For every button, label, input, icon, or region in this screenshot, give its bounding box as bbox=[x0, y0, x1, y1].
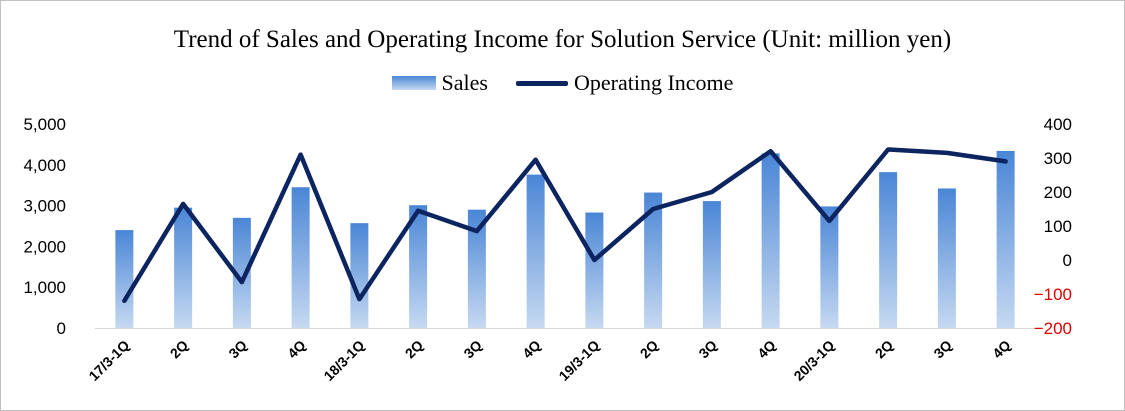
right-axis-ticks: −200 −100 0 100 200 300 400 bbox=[1034, 115, 1072, 338]
x-tick-label: 3Q bbox=[460, 337, 485, 362]
operating-income-line bbox=[122, 147, 1008, 304]
left-axis-ticks: 0 1,000 2,000 3,000 4,000 5,000 bbox=[23, 115, 66, 338]
x-tick-label: 4Q bbox=[989, 337, 1014, 362]
chart-title: Trend of Sales and Operating Income for … bbox=[173, 26, 952, 53]
left-tick-label: 3,000 bbox=[23, 197, 66, 216]
left-tick-label: 0 bbox=[57, 319, 66, 338]
right-tick-label: 100 bbox=[1044, 217, 1072, 236]
right-tick-label: 400 bbox=[1044, 115, 1072, 134]
sales-bar bbox=[702, 201, 721, 328]
x-tick-label: 4Q bbox=[754, 337, 779, 362]
legend-item-sales: Sales bbox=[391, 70, 488, 96]
x-tick-label: 2Q bbox=[637, 337, 662, 362]
x-tick-label: 18/3-1Q bbox=[320, 337, 367, 384]
legend-swatch-operating-income bbox=[516, 80, 568, 86]
right-tick-label: −100 bbox=[1034, 285, 1072, 304]
x-axis-ticks: 17/3-1Q 2Q 3Q 4Q 18/3-1Q 2Q 3Q 4Q 19/3-1Q 2Q 3Q 4Q 2… bbox=[85, 337, 1013, 384]
sales-bar bbox=[232, 217, 251, 328]
right-tick-label: 300 bbox=[1044, 149, 1072, 168]
x-tick-label: 2Q bbox=[872, 337, 897, 362]
legend-label-sales: Sales bbox=[441, 70, 488, 95]
sales-bar bbox=[820, 206, 839, 328]
x-tick-label: 17/3-1Q bbox=[85, 337, 132, 384]
x-tick-label: 3Q bbox=[930, 337, 955, 362]
sales-bar bbox=[761, 153, 780, 328]
legend: Sales Operating Income bbox=[0, 68, 1125, 98]
sales-bar bbox=[174, 207, 193, 328]
left-tick-label: 4,000 bbox=[23, 156, 66, 175]
x-tick-label: 3Q bbox=[225, 337, 250, 362]
sales-bar bbox=[467, 209, 486, 328]
sales-bar bbox=[115, 230, 134, 328]
x-tick-label: 19/3-1Q bbox=[555, 337, 602, 384]
left-tick-label: 2,000 bbox=[23, 237, 66, 256]
sales-bar bbox=[644, 192, 663, 328]
legend-item-operating-income: Operating Income bbox=[516, 70, 733, 96]
sales-bars bbox=[115, 150, 1015, 328]
sales-bar bbox=[937, 188, 956, 328]
x-tick-label: 4Q bbox=[519, 337, 544, 362]
x-tick-label: 2Q bbox=[167, 337, 192, 362]
legend-swatch-sales bbox=[391, 76, 436, 90]
right-tick-label: −200 bbox=[1034, 319, 1072, 338]
sales-bar bbox=[291, 187, 310, 328]
sales-bar bbox=[879, 172, 898, 328]
sales-bar bbox=[409, 205, 428, 328]
right-tick-label: 0 bbox=[1063, 251, 1072, 270]
sales-bar bbox=[996, 150, 1015, 328]
sales-bar bbox=[526, 174, 545, 328]
legend-label-operating-income: Operating Income bbox=[574, 70, 734, 95]
left-tick-label: 5,000 bbox=[23, 115, 66, 134]
x-tick-label: 3Q bbox=[695, 337, 720, 362]
sales-bar bbox=[350, 223, 369, 328]
x-tick-label: 20/3-1Q bbox=[790, 337, 837, 384]
sales-bar bbox=[585, 212, 604, 328]
left-tick-label: 1,000 bbox=[23, 278, 66, 297]
x-tick-label: 2Q bbox=[402, 337, 427, 362]
right-tick-label: 200 bbox=[1044, 183, 1072, 202]
x-tick-label: 4Q bbox=[284, 337, 309, 362]
